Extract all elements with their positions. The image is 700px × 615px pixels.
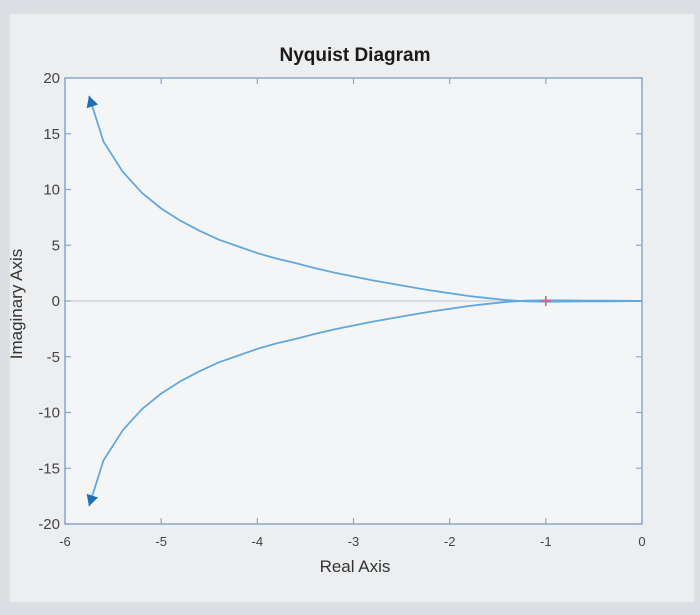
y-tick-label: -5 — [47, 349, 60, 366]
x-tick-label: -6 — [59, 534, 71, 549]
y-tick-label: -20 — [38, 516, 60, 533]
direction-arrow-icon — [86, 493, 99, 507]
x-axis-label: Real Axis — [320, 557, 391, 576]
x-tick-label: -5 — [155, 534, 167, 549]
x-tick-label: -3 — [348, 534, 360, 549]
x-tick-label: -1 — [540, 534, 552, 549]
y-tick-label: 15 — [43, 126, 60, 143]
y-axis-label: Imaginary Axis — [7, 249, 26, 360]
y-tick-label: 0 — [52, 293, 60, 310]
direction-arrow-icon — [86, 95, 99, 109]
y-tick-label: -10 — [38, 405, 60, 422]
chart-title: Nyquist Diagram — [280, 45, 431, 66]
x-tick-label: -2 — [444, 534, 456, 549]
y-tick-label: 20 — [43, 70, 60, 87]
y-tick-label: 5 — [52, 237, 60, 254]
x-tick-label: 0 — [638, 534, 645, 549]
x-tick-label: -4 — [252, 534, 264, 549]
y-tick-label: -15 — [38, 460, 60, 477]
critical-point-marker — [540, 296, 551, 306]
y-tick-label: 10 — [43, 182, 60, 199]
